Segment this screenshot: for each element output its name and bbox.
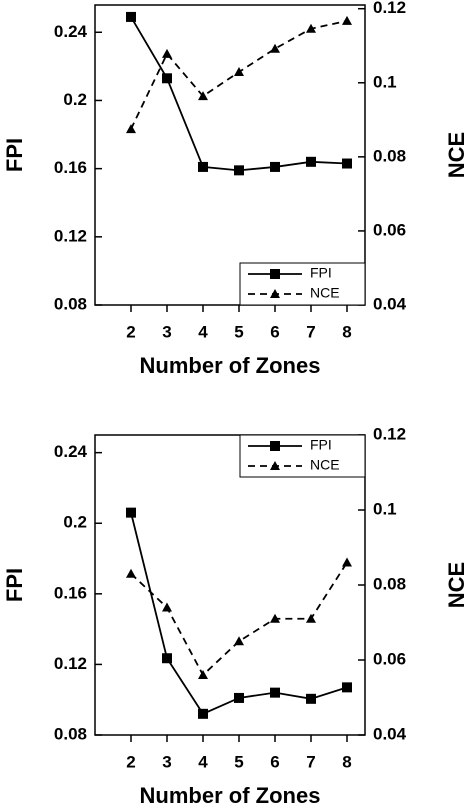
y2-tick-label: 0.12: [373, 0, 406, 17]
y2-tick-label: 0.06: [373, 220, 406, 239]
x-axis-title: Number of Zones: [140, 353, 321, 378]
x-tick-label: 4: [198, 752, 208, 771]
marker-square: [270, 687, 280, 698]
x-tick-label: 8: [342, 322, 351, 341]
y-tick-label: 0.12: [54, 654, 87, 673]
legend-label: NCE: [310, 285, 340, 301]
x-tick-label: 7: [306, 752, 315, 771]
y2-tick-label: 0.1: [373, 72, 397, 91]
y-tick-label: 0.08: [54, 724, 87, 743]
y-axis-title: FPI: [2, 568, 27, 602]
legend-marker: [270, 461, 280, 470]
y2-tick-label: 0.04: [373, 294, 407, 313]
y-tick-label: 0.24: [54, 442, 88, 461]
marker-triangle: [234, 67, 244, 77]
marker-triangle: [162, 602, 172, 612]
y-tick-label: 0.08: [54, 294, 87, 313]
x-tick-label: 6: [270, 752, 279, 771]
y-axis-title: FPI: [2, 138, 27, 172]
x-tick-label: 4: [198, 322, 208, 341]
marker-square: [126, 507, 136, 518]
marker-triangle: [270, 43, 280, 53]
series-line: [130, 16, 348, 172]
x-axis-title: Number of Zones: [140, 783, 321, 805]
x-tick-label: 7: [306, 322, 315, 341]
legend-label: FPI: [310, 265, 332, 281]
y2-tick-label: 0.06: [373, 649, 406, 668]
legend-marker: [270, 269, 280, 279]
marker-triangle: [270, 613, 280, 623]
y-tick-label: 0.24: [54, 22, 88, 41]
marker-triangle: [342, 557, 352, 567]
marker-triangle: [162, 48, 172, 58]
y2-tick-label: 0.1: [373, 499, 397, 518]
y2-tick-label: 0.08: [373, 146, 406, 165]
x-tick-label: 3: [162, 322, 171, 341]
marker-square: [198, 708, 208, 719]
marker-triangle: [342, 15, 352, 25]
legend-marker: [270, 441, 280, 451]
plot-frame: [94, 434, 366, 736]
legend-box: [239, 434, 366, 478]
chart: 0.08 0.12 0.16 0.2 0.24 0.04 0.06 0.08 0.1 0.12 2 3…: [2, 424, 469, 805]
x-tick-label: 2: [126, 322, 135, 341]
marker-square: [162, 73, 172, 84]
marker-square: [234, 165, 244, 176]
y-tick-label: 0.16: [54, 583, 87, 602]
y-tick-label: 0.2: [63, 513, 87, 532]
marker-square: [198, 161, 208, 172]
marker-square: [234, 692, 244, 703]
marker-square: [306, 156, 316, 167]
legend-marker: [270, 289, 280, 298]
series-line: [130, 512, 348, 715]
marker-triangle: [198, 670, 208, 679]
legend-label: NCE: [310, 457, 340, 473]
y2-tick-label: 0.08: [373, 574, 406, 593]
y-tick-label: 0.12: [54, 226, 87, 245]
marker-square: [306, 693, 316, 704]
x-tick-label: 5: [234, 752, 243, 771]
marker-triangle: [234, 636, 244, 646]
legend-label: FPI: [310, 437, 332, 453]
x-tick-label: 5: [234, 322, 243, 341]
y2-axis-title: NCE: [444, 132, 469, 178]
marker-triangle: [198, 91, 208, 101]
y2-tick-label: 0.04: [373, 724, 407, 743]
chart: 0.08 0.12 0.16 0.2 0.24 0.04 0.06 0.08 0.1 0.12 2 3…: [2, 0, 469, 378]
marker-triangle: [306, 23, 316, 33]
y2-tick-label: 0.12: [373, 424, 406, 443]
marker-triangle: [126, 568, 136, 578]
x-tick-label: 8: [342, 752, 351, 771]
marker-triangle: [126, 124, 136, 134]
marker-square: [270, 161, 280, 172]
marker-square: [342, 682, 352, 693]
marker-square: [162, 653, 172, 664]
marker-triangle: [306, 613, 316, 623]
x-tick-label: 6: [270, 322, 279, 341]
marker-square: [126, 11, 136, 22]
plot-frame: [94, 4, 366, 306]
y-tick-label: 0.2: [63, 90, 87, 109]
x-tick-label: 3: [162, 752, 171, 771]
legend-box: [239, 262, 366, 306]
y2-axis-title: NCE: [444, 562, 469, 608]
marker-square: [342, 158, 352, 169]
y-tick-label: 0.16: [54, 158, 87, 177]
x-tick-label: 2: [126, 752, 135, 771]
